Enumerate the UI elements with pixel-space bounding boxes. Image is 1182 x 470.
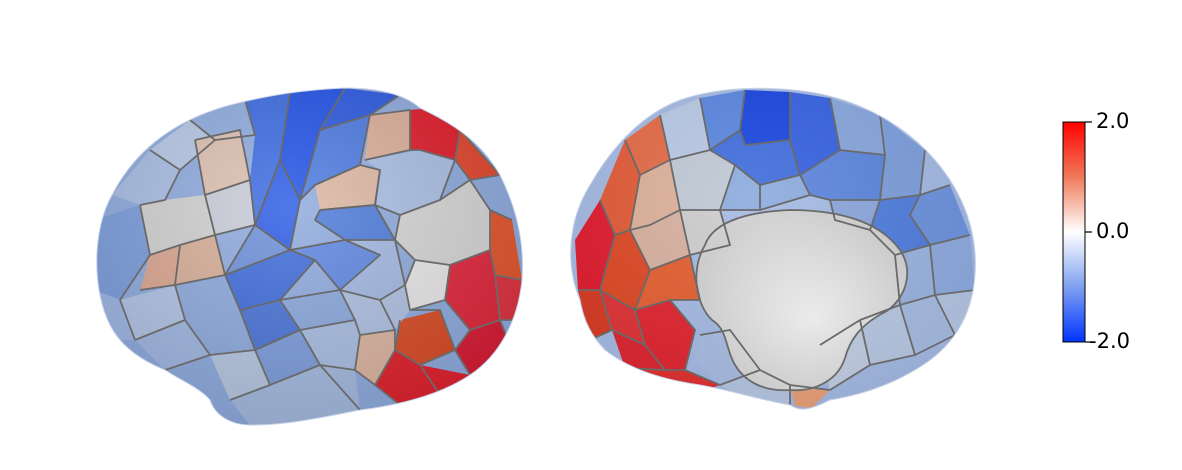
medial-cortex-edge [570, 87, 976, 410]
colorbar-max-label: 2.0 [1096, 109, 1130, 133]
parcel-borders [119, 88, 523, 411]
colorbar-gradient [1062, 121, 1086, 343]
surface-shading [96, 88, 523, 426]
medial-hemisphere [570, 87, 976, 410]
lateral-cortex-edge [96, 87, 524, 426]
colorbar [1062, 121, 1092, 343]
colorbar-mid-label: 0.0 [1096, 219, 1130, 243]
medial-parcels [570, 88, 976, 410]
lateral-hemisphere [96, 87, 524, 426]
lateral-parcels [96, 88, 523, 426]
parcel-borders [578, 89, 976, 405]
colorbar-min-label: -2.0 [1089, 329, 1130, 353]
